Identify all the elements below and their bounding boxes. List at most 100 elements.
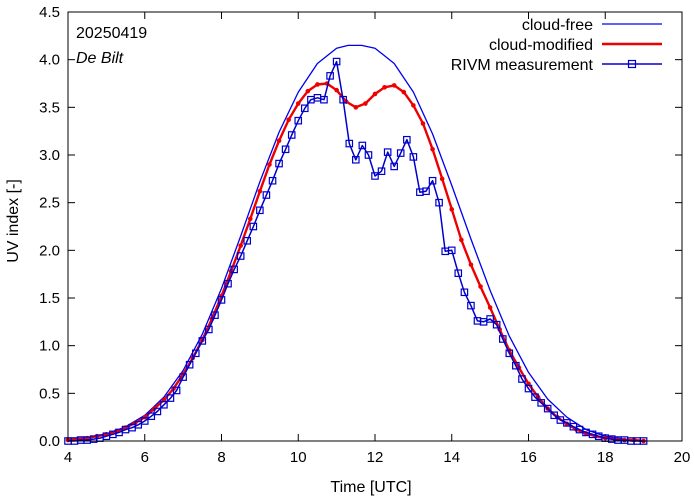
cloud-modified-point bbox=[468, 262, 474, 267]
cloud-modified-point bbox=[382, 85, 387, 90]
x-tick-label: 12 bbox=[367, 449, 384, 466]
cloud-modified-point bbox=[439, 176, 445, 182]
rivm-measurement-point bbox=[294, 116, 303, 125]
rivm-measurement-point bbox=[428, 176, 437, 185]
rivm-measurement-point bbox=[256, 206, 264, 215]
rivm-measurement-point bbox=[320, 95, 328, 104]
annotation-station: De Bilt bbox=[76, 50, 124, 67]
annotation-date: 20250419 bbox=[76, 25, 147, 42]
rivm-measurement-point bbox=[550, 411, 559, 420]
y-tick-label: 3.0 bbox=[39, 147, 60, 164]
rivm-measurement-point bbox=[332, 57, 341, 66]
rivm-measurement-point bbox=[505, 349, 514, 358]
series-cloud-modified bbox=[65, 81, 646, 444]
rivm-measurement-point bbox=[543, 404, 552, 413]
rivm-measurement-point bbox=[140, 417, 149, 425]
cloud-modified-point bbox=[372, 91, 378, 97]
cloud-modified-point bbox=[267, 162, 272, 167]
rivm-measurement-point bbox=[377, 167, 386, 176]
cloud-modified-point bbox=[247, 216, 253, 222]
rivm-measurement-point bbox=[211, 311, 219, 319]
rivm-measurement-point bbox=[185, 360, 194, 369]
rivm-measurement-point bbox=[383, 148, 392, 156]
y-tick-label: 2.0 bbox=[39, 242, 60, 259]
cloud-modified-point bbox=[391, 83, 397, 88]
cloud-modified-point bbox=[478, 284, 483, 289]
cloud-modified-point bbox=[257, 188, 263, 194]
rivm-measurement-point bbox=[403, 135, 411, 144]
rivm-measurement-point bbox=[486, 315, 494, 323]
x-tick-label: 14 bbox=[443, 449, 460, 466]
x-tick-label: 8 bbox=[217, 449, 225, 466]
y-tick-label: 3.5 bbox=[39, 99, 60, 116]
y-tick-label: 4.5 bbox=[39, 4, 60, 21]
x-tick-label: 4 bbox=[64, 449, 72, 466]
cloud-modified-point bbox=[401, 89, 407, 95]
rivm-measurement-point bbox=[460, 288, 469, 297]
rivm-measurement-point bbox=[396, 149, 405, 157]
rivm-measurement-point bbox=[454, 269, 463, 278]
cloud-modified-point bbox=[449, 207, 455, 212]
rivm-measurement-point bbox=[191, 349, 200, 358]
cloud-modified-point bbox=[276, 138, 282, 143]
rivm-measurement-point bbox=[281, 145, 290, 154]
rivm-measurement-point bbox=[153, 407, 162, 416]
legend-label: cloud-modified bbox=[489, 37, 593, 54]
rivm-measurement-point bbox=[217, 296, 226, 304]
rivm-measurement-point bbox=[422, 187, 430, 196]
cloud-modified-point bbox=[295, 101, 301, 106]
rivm-measurement-point bbox=[352, 155, 360, 164]
rivm-measurement-point bbox=[147, 412, 156, 421]
y-tick-label: 0.0 bbox=[39, 433, 60, 450]
legend-entry-cloud-free: cloud-free bbox=[522, 17, 662, 34]
cloud-modified-point bbox=[363, 101, 368, 106]
x-axis-label: Time [UTC] bbox=[330, 479, 411, 496]
rivm-measurement-point bbox=[409, 153, 418, 161]
rivm-measurement-point bbox=[224, 279, 232, 288]
rivm-measurement-point bbox=[326, 72, 334, 80]
rivm-measurement-point bbox=[172, 386, 181, 395]
cloud-modified-point bbox=[238, 243, 243, 248]
rivm-measurement-point bbox=[236, 252, 245, 260]
legend: cloud-free cloud-modified RIVM measurement bbox=[451, 17, 662, 74]
y-tick-label: 1.5 bbox=[39, 290, 60, 307]
legend-marker bbox=[627, 59, 637, 69]
legend-label: cloud-free bbox=[522, 17, 593, 34]
rivm-measurement-point bbox=[358, 141, 367, 150]
rivm-measurement-point bbox=[563, 419, 571, 427]
y-axis-label: UV index [-] bbox=[5, 179, 22, 263]
rivm-measurement-point bbox=[179, 373, 187, 381]
rivm-measurement-point bbox=[262, 191, 271, 199]
rivm-measurement-point bbox=[268, 176, 277, 185]
rivm-measurement-point bbox=[230, 265, 238, 274]
x-tick-label: 20 bbox=[674, 449, 691, 466]
cloud-modified-point bbox=[315, 82, 320, 87]
rivm-measurement-point bbox=[531, 393, 539, 401]
cloud-modified-point bbox=[286, 117, 291, 123]
rivm-measurement-point bbox=[160, 400, 168, 409]
rivm-measurement-point bbox=[243, 237, 252, 245]
legend-entry-cloud-modified: cloud-modified bbox=[489, 37, 662, 54]
cloud-modified-point bbox=[334, 87, 339, 93]
rivm-measurement-point bbox=[524, 384, 533, 393]
rivm-measurement-point bbox=[287, 131, 296, 139]
rivm-measurement-point bbox=[492, 320, 501, 329]
cloud-modified-point bbox=[420, 121, 426, 126]
rivm-measurement-point bbox=[205, 325, 213, 334]
rivm-measurement-point bbox=[300, 104, 309, 113]
y-tick-label: 4.0 bbox=[39, 52, 60, 69]
rivm-measurement-point bbox=[390, 162, 398, 171]
rivm-measurement-point bbox=[371, 172, 379, 180]
y-tick-label: 0.5 bbox=[39, 385, 60, 402]
rivm-measurement-point bbox=[166, 394, 175, 402]
cloud-modified-point bbox=[487, 305, 493, 310]
cloud-free-line bbox=[67, 44, 644, 442]
rivm-measurement-point bbox=[467, 301, 475, 310]
legend-entry-rivm-measurement: RIVM measurement bbox=[451, 57, 662, 74]
cloud-modified-point bbox=[353, 105, 359, 110]
rivm-measurement-point bbox=[447, 246, 456, 255]
ticks-layer: 4 6 8 10 12 14 16 18 20 0.0 0.5 1.0 1.5 2.0 2.5 3.0 3.5 4… bbox=[39, 4, 690, 466]
rivm-measurement-point bbox=[364, 151, 373, 159]
